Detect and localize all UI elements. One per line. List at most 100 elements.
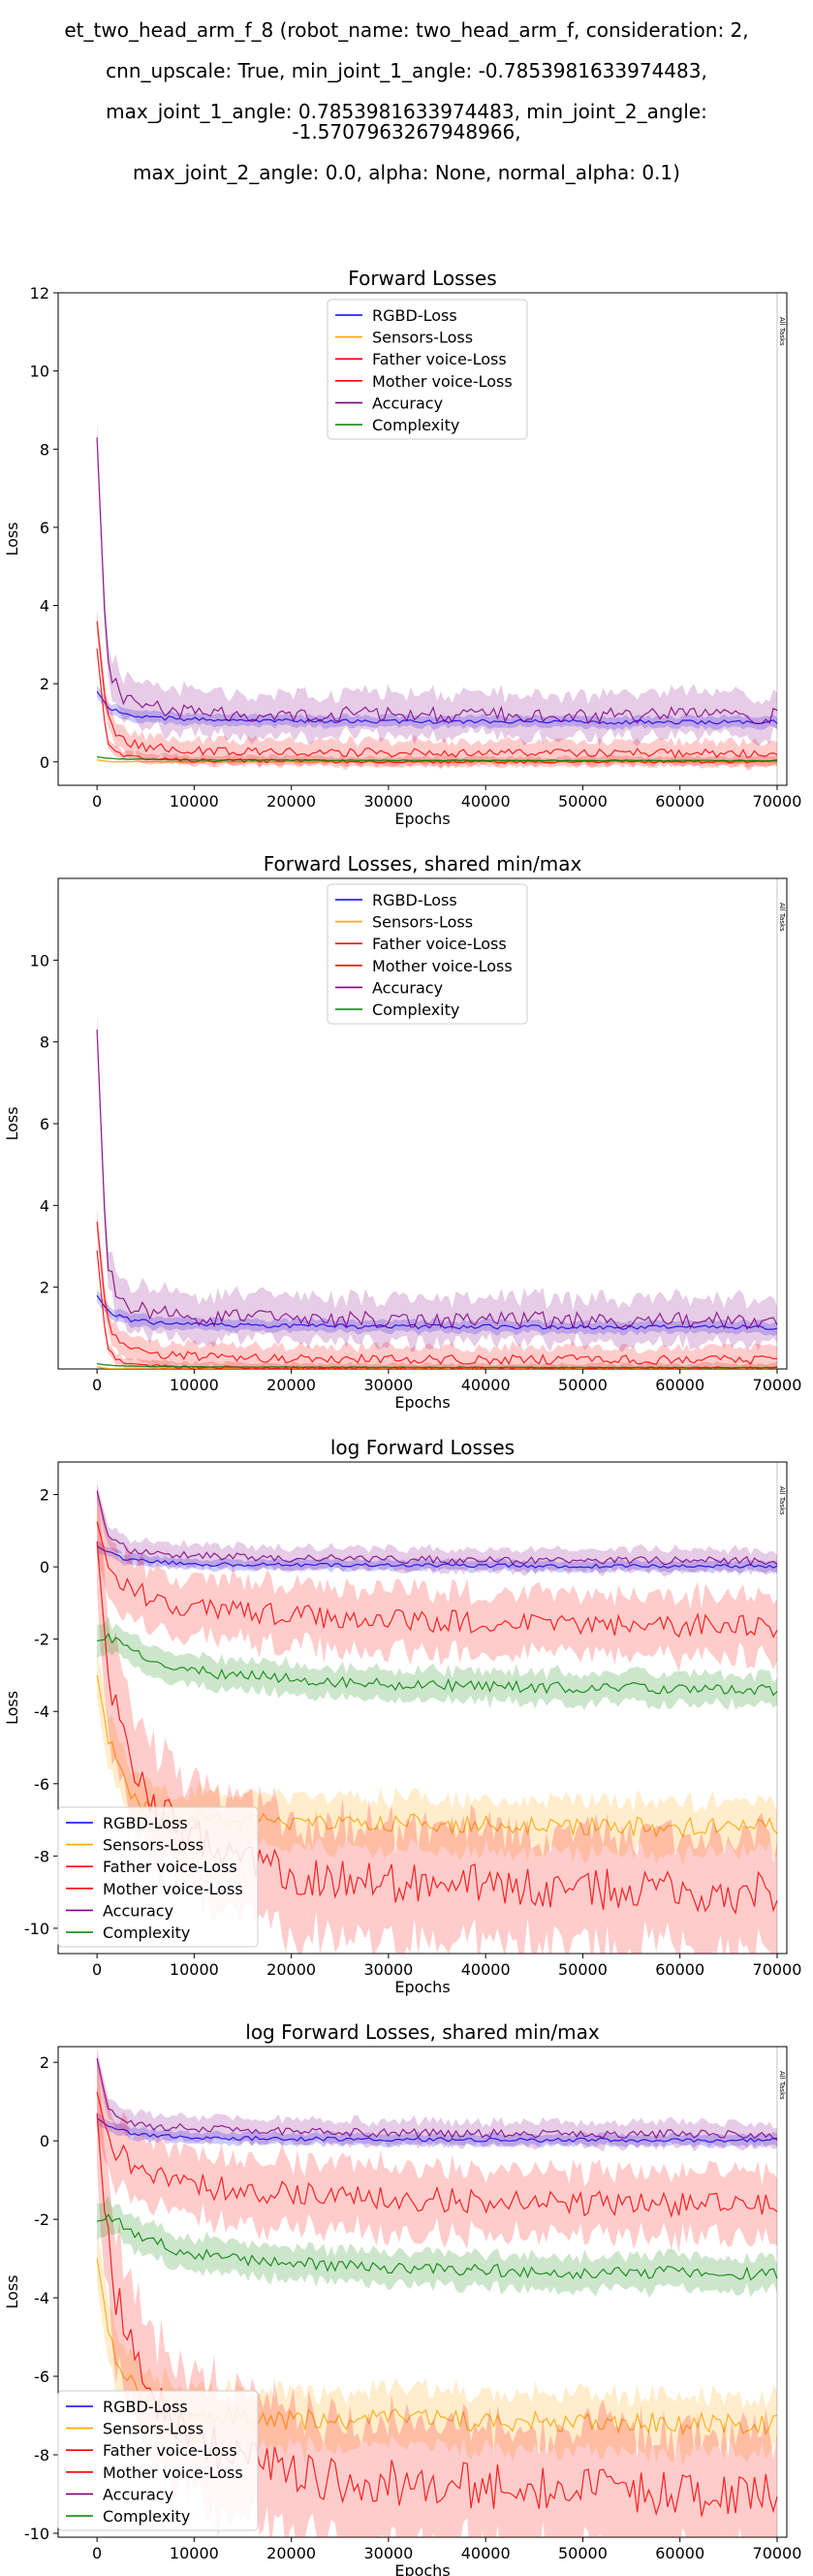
y-tick-label: 2	[40, 2053, 49, 2072]
legend-entry-label: Mother voice-Loss	[103, 2464, 243, 2482]
legend: RGBD-Loss Sensors-Loss Father voice-Loss Mo…	[57, 1806, 259, 1948]
x-tick-label: 20000	[266, 792, 316, 811]
legend-entry-label: Complexity	[372, 1001, 459, 1019]
legend-entry-label: Father voice-Loss	[103, 1858, 237, 1876]
y-tick-label: 8	[40, 1034, 49, 1052]
x-tick-label: 0	[92, 792, 102, 811]
series-line	[96, 620, 778, 759]
chart-panel: Forward Losses 0 10000 20000 30000 40000 50000…	[3, 267, 801, 828]
x-axis-label: Epochs	[394, 2561, 450, 2576]
y-tick-label: -4	[34, 2289, 49, 2307]
x-tick-label: 0	[92, 1376, 102, 1394]
series-line	[96, 1222, 777, 1366]
series-band	[97, 2195, 778, 2298]
x-tick-label: 60000	[655, 1376, 704, 1394]
x-tick-label: 10000	[170, 792, 219, 811]
x-tick-label: 60000	[655, 792, 704, 811]
legend-entry-label: Mother voice-Loss	[372, 957, 513, 975]
y-tick-label: 6	[40, 519, 49, 537]
y-tick-label: 2	[40, 1486, 49, 1505]
x-tick-label: 10000	[170, 1376, 219, 1394]
x-tick-label: 50000	[558, 792, 608, 811]
y-axis-label: Loss	[3, 522, 21, 556]
series-band	[97, 607, 778, 771]
legend-entry-label: Accuracy	[103, 2485, 173, 2503]
x-tick-label: 50000	[558, 1376, 608, 1394]
x-tick-label: 70000	[753, 2544, 802, 2562]
chart-title: log Forward Losses	[330, 1436, 515, 1459]
chart-title: Forward Losses	[348, 267, 496, 290]
series-line	[96, 1362, 778, 1369]
x-tick-label: 60000	[655, 1960, 704, 1979]
x-axis-label: Epochs	[394, 810, 450, 828]
x-tick-label: 20000	[266, 1960, 316, 1979]
x-tick-label: 40000	[461, 792, 511, 811]
series-band	[97, 1011, 778, 1353]
series-band	[97, 1616, 778, 1710]
task-boundary-label: All Tasks	[778, 903, 786, 932]
plot-area	[96, 420, 778, 771]
legend-entry-label: Sensors-Loss	[103, 2420, 203, 2438]
chart-panel: log Forward Losses 0 10000 20000 30000 40000 5…	[3, 1436, 801, 1996]
y-tick-label: -8	[34, 2446, 49, 2465]
x-tick-label: 0	[92, 1960, 102, 1979]
series-line	[96, 2091, 778, 2218]
legend-entry-label: Sensors-Loss	[103, 1836, 203, 1855]
series-band	[97, 1651, 778, 1867]
x-axis-label: Epochs	[394, 1393, 450, 1412]
task-boundary-label: All Tasks	[778, 317, 786, 346]
x-tick-label: 30000	[363, 2544, 413, 2562]
y-tick-label: 0	[40, 1558, 49, 1576]
series-line	[96, 437, 778, 725]
x-tick-label: 0	[92, 2544, 102, 2562]
y-tick-label: 12	[30, 284, 49, 302]
legend-box	[57, 1806, 259, 1948]
series-band	[97, 1288, 778, 1336]
y-axis-label: Loss	[3, 1106, 21, 1140]
series-line	[96, 1521, 778, 1638]
x-tick-label: 20000	[266, 1376, 316, 1394]
x-tick-label: 30000	[363, 1960, 413, 1979]
series-line	[96, 1490, 778, 1567]
y-tick-label: 10	[30, 951, 49, 970]
y-tick-label: 4	[40, 597, 49, 616]
series-band	[97, 2233, 778, 2466]
legend-entry-label: Accuracy	[103, 1901, 173, 1920]
series-line	[96, 1029, 778, 1330]
y-tick-label: -10	[24, 2525, 49, 2543]
y-tick-label: -2	[34, 2210, 49, 2229]
y-tick-label: 4	[40, 1196, 49, 1215]
x-tick-label: 50000	[558, 1960, 608, 1979]
series-line	[96, 690, 778, 725]
series-line	[96, 2057, 778, 2140]
y-tick-label: -4	[34, 1702, 49, 1721]
legend-entry-label: Accuracy	[372, 394, 443, 412]
series-line	[96, 2117, 778, 2144]
x-tick-label: 10000	[170, 1960, 219, 1979]
legend-entry-label: Mother voice-Loss	[103, 1880, 243, 1898]
plot-frame	[57, 1461, 788, 1955]
y-tick-label: 6	[40, 1115, 49, 1133]
plot-area	[96, 2049, 778, 2537]
series-line	[97, 756, 777, 762]
series-band	[97, 1486, 778, 1672]
legend-entry-label: RGBD-Loss	[103, 2398, 188, 2416]
legend-entry-label: Complexity	[103, 2507, 190, 2526]
y-tick-label: 2	[40, 675, 49, 693]
y-tick-label: 0	[40, 753, 49, 772]
legend-box	[327, 299, 528, 440]
x-tick-label: 40000	[461, 1376, 511, 1394]
page-title: et_two_head_arm_f_8 (robot_name: two_hea…	[0, 0, 813, 204]
series-line	[96, 1294, 778, 1330]
plot-frame	[57, 292, 788, 786]
series-line	[96, 1545, 778, 1569]
series-band	[97, 644, 778, 769]
legend-entry-label: Accuracy	[372, 978, 443, 997]
y-axis-label: Loss	[3, 1691, 21, 1725]
series-band	[97, 2053, 778, 2253]
x-tick-label: 70000	[753, 1960, 802, 1979]
page-title-line: max_joint_2_angle: 0.0, alpha: None, nor…	[133, 161, 680, 184]
legend-entry-label: Sensors-Loss	[372, 913, 473, 932]
series-band	[97, 1490, 777, 1954]
legend-entry-label: RGBD-Loss	[372, 891, 457, 909]
